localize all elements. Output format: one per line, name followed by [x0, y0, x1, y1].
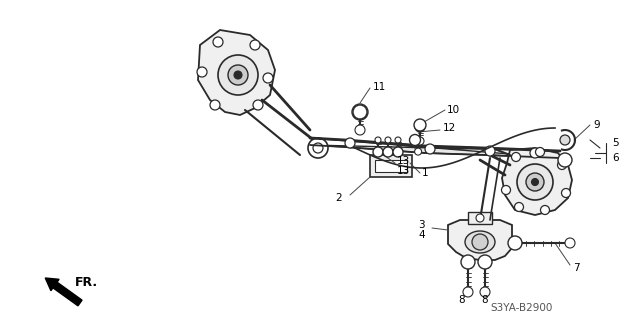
Bar	[375, 160, 407, 172]
Circle shape	[213, 37, 223, 47]
Text: 2: 2	[335, 193, 342, 203]
Circle shape	[228, 65, 248, 85]
Text: 11: 11	[373, 82, 387, 92]
Circle shape	[463, 287, 473, 297]
Circle shape	[353, 105, 367, 119]
Circle shape	[383, 147, 393, 157]
Circle shape	[517, 164, 553, 200]
Text: S3YA-B2900: S3YA-B2900	[490, 303, 552, 313]
Text: 7: 7	[573, 263, 580, 273]
Circle shape	[355, 125, 365, 135]
Circle shape	[508, 236, 522, 250]
Circle shape	[308, 138, 328, 158]
Circle shape	[410, 134, 420, 146]
Text: 13: 13	[397, 156, 410, 166]
Circle shape	[560, 135, 570, 145]
Circle shape	[531, 179, 538, 186]
Circle shape	[415, 148, 422, 155]
Circle shape	[541, 205, 550, 214]
FancyArrow shape	[45, 278, 82, 306]
Polygon shape	[448, 220, 512, 260]
Circle shape	[485, 146, 495, 156]
Circle shape	[526, 173, 544, 191]
Circle shape	[478, 255, 492, 269]
Circle shape	[250, 40, 260, 50]
Circle shape	[480, 287, 490, 297]
Circle shape	[197, 67, 207, 77]
Circle shape	[416, 137, 424, 145]
Circle shape	[472, 234, 488, 250]
Text: FR.: FR.	[75, 276, 98, 289]
Text: 8: 8	[482, 295, 488, 305]
Text: 4: 4	[418, 230, 424, 240]
Circle shape	[345, 138, 355, 148]
Circle shape	[373, 147, 383, 157]
Circle shape	[511, 153, 520, 162]
Circle shape	[234, 71, 242, 79]
Circle shape	[461, 255, 475, 269]
Circle shape	[536, 148, 545, 156]
Circle shape	[253, 100, 263, 110]
Bar	[468, 212, 492, 224]
Ellipse shape	[465, 231, 495, 253]
Text: 12: 12	[443, 123, 456, 133]
Circle shape	[385, 137, 391, 143]
Text: 9: 9	[593, 120, 600, 130]
Circle shape	[352, 104, 368, 120]
Circle shape	[210, 100, 220, 110]
Circle shape	[393, 147, 403, 157]
Text: 1: 1	[422, 168, 429, 178]
Text: 8: 8	[459, 295, 465, 305]
Text: 10: 10	[447, 105, 460, 115]
Circle shape	[414, 119, 426, 131]
Circle shape	[515, 203, 524, 212]
Polygon shape	[502, 148, 572, 215]
Text: 6: 6	[612, 153, 619, 163]
Text: 5: 5	[612, 138, 619, 148]
Circle shape	[561, 188, 570, 197]
Polygon shape	[310, 138, 560, 158]
Circle shape	[502, 186, 511, 195]
Circle shape	[218, 55, 258, 95]
Circle shape	[476, 214, 484, 222]
Circle shape	[530, 148, 540, 158]
Circle shape	[425, 144, 435, 154]
Circle shape	[557, 161, 566, 170]
Circle shape	[375, 137, 381, 143]
Circle shape	[263, 73, 273, 83]
Circle shape	[313, 143, 323, 153]
Circle shape	[565, 238, 575, 248]
Circle shape	[395, 137, 401, 143]
Circle shape	[415, 122, 425, 132]
Circle shape	[558, 153, 572, 167]
Text: 3: 3	[418, 220, 424, 230]
Text: 13: 13	[397, 166, 410, 176]
Polygon shape	[198, 30, 275, 115]
Bar	[370, 155, 412, 177]
